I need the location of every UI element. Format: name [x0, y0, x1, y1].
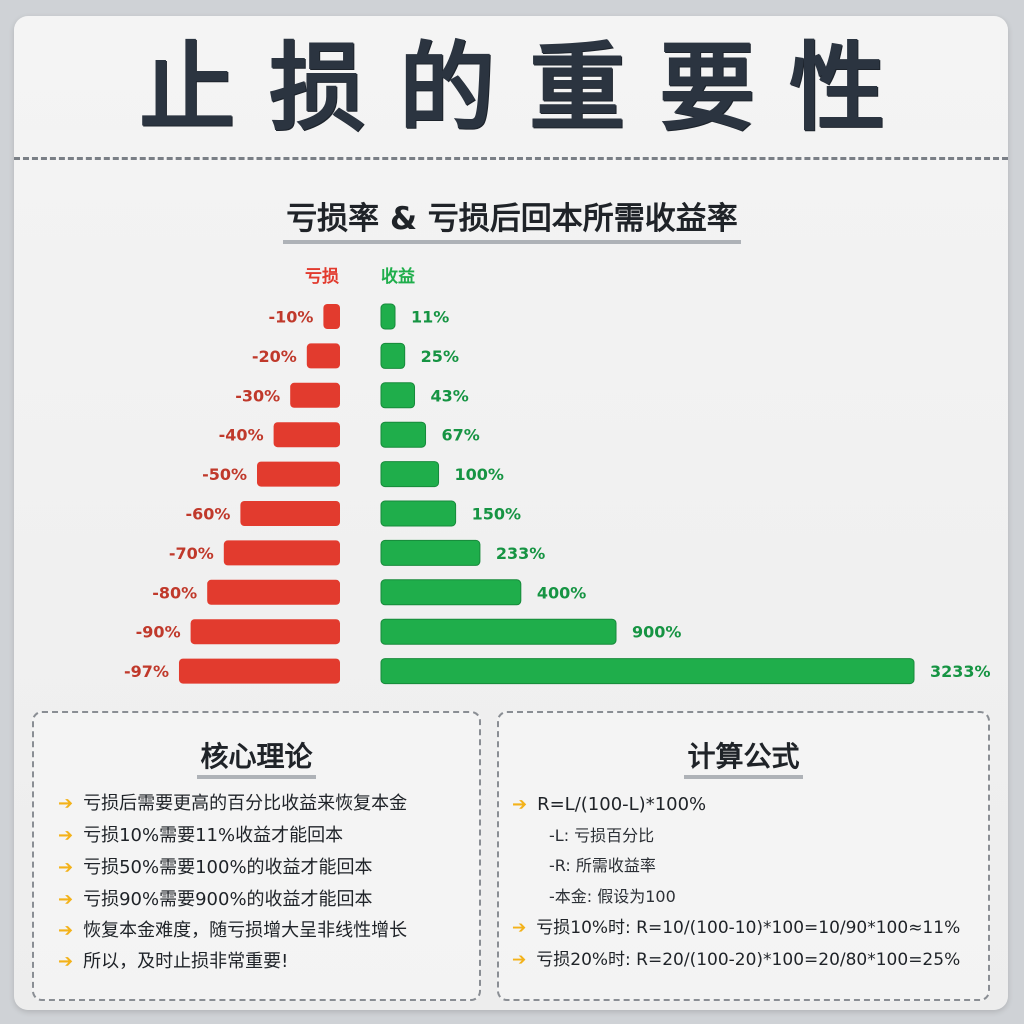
formula-box: 计算公式 [497, 711, 990, 1001]
loss-header: 亏损 [305, 266, 339, 287]
gain-label: 150% [472, 505, 521, 524]
gain-label: 11% [411, 308, 449, 327]
infographic-card [14, 16, 1008, 1010]
theory-title: 核心理论 [34, 735, 479, 779]
arrow-icon: ➔ [58, 951, 74, 972]
loss-label: -70% [169, 544, 214, 563]
arrow-icon: ➔ [58, 825, 74, 846]
loss-bar [240, 501, 340, 526]
loss-label: -60% [185, 505, 230, 524]
formula-example-text: 亏损10%时: R=10/(100-10)*100=10/90*100≈11% [536, 918, 961, 938]
theory-item-text: 亏损50%需要100%的收益才能回本 [83, 857, 373, 878]
loss-bar [257, 461, 340, 487]
theory-title-text: 核心理论 [197, 740, 316, 779]
theory-item-text: 恢复本金难度，随亏损增大呈非线性增长 [83, 920, 408, 941]
loss-label: -97% [124, 662, 169, 681]
loss-bar [306, 343, 340, 369]
loss-label: -30% [235, 386, 280, 405]
gain-label: 100% [455, 465, 504, 484]
arrow-icon: ➔ [58, 857, 74, 878]
loss-label: -40% [219, 426, 264, 445]
loss-bar [323, 304, 340, 329]
theory-item: ➔ 亏损90%需要900%的收益才能回本 [58, 888, 373, 912]
gain-bar [380, 461, 440, 488]
gain-bar [380, 421, 427, 448]
gain-bar [380, 303, 396, 330]
chart-title: 亏损率 & 亏损后回本所需收益率 [0, 197, 1024, 244]
theory-item-text: 亏损后需要更高的百分比收益来恢复本金 [83, 793, 408, 814]
loss-bar [178, 658, 340, 684]
formula-note: -R: 所需收益率 [549, 856, 656, 875]
loss-bar [207, 579, 340, 605]
loss-bar [190, 619, 340, 645]
formula-title-text: 计算公式 [684, 740, 803, 779]
formula-note: -L: 亏损百分比 [549, 826, 655, 845]
loss-label: -90% [136, 623, 181, 642]
arrow-icon: ➔ [58, 889, 74, 910]
loss-label: -10% [268, 308, 313, 327]
gain-label: 900% [632, 623, 681, 642]
gain-bar [380, 618, 617, 645]
theory-box: 核心理论 [32, 711, 481, 1001]
chart-title-text: 亏损率 & 亏损后回本所需收益率 [283, 201, 741, 244]
formula-note: -本金: 假设为100 [549, 887, 676, 906]
theory-item: ➔ 亏损50%需要100%的收益才能回本 [58, 856, 373, 880]
gain-bar [380, 579, 522, 606]
page-title: 止损的重要性 [139, 32, 919, 144]
formula-main: ➔ R=L/(100-L)*100% [512, 793, 706, 817]
theory-item-text: 亏损10%需要11%收益才能回本 [83, 825, 344, 846]
gain-bar [380, 382, 416, 409]
formula-example-text: 亏损20%时: R=20/(100-20)*100=20/80*100=25% [536, 950, 961, 970]
formula-main-text: R=L/(100-L)*100% [537, 794, 707, 815]
formula-example: ➔ 亏损10%时: R=10/(100-10)*100=10/90*100≈11% [512, 916, 960, 940]
arrow-icon: ➔ [58, 920, 74, 941]
gain-bar [380, 658, 915, 685]
theory-item: ➔ 恢复本金难度，随亏损增大呈非线性增长 [58, 919, 407, 943]
gain-label: 43% [431, 386, 469, 405]
loss-bar [273, 422, 340, 448]
title-divider [14, 157, 1008, 160]
formula-title: 计算公式 [499, 735, 988, 779]
gain-label: 25% [421, 347, 459, 366]
loss-bar [290, 382, 340, 408]
arrow-icon: ➔ [512, 950, 527, 970]
arrow-icon: ➔ [58, 793, 74, 814]
gain-header: 收益 [381, 266, 415, 287]
formula-example: ➔ 亏损20%时: R=20/(100-20)*100=20/80*100=25% [512, 948, 960, 972]
loss-bar [223, 540, 340, 566]
theory-item: ➔ 亏损10%需要11%收益才能回本 [58, 824, 343, 848]
gain-label: 3233% [930, 662, 991, 681]
loss-label: -80% [152, 583, 197, 602]
arrow-icon: ➔ [512, 794, 528, 815]
theory-item: ➔ 所以，及时止损非常重要! [58, 950, 288, 974]
gain-label: 233% [496, 544, 545, 563]
gain-bar [380, 342, 406, 369]
arrow-icon: ➔ [512, 918, 527, 938]
gain-bar [380, 500, 457, 527]
loss-gain-chart: 亏损 收益 -10% 11% -20% 25% -30% 43% -40% 67% -50% 100%… [124, 266, 991, 685]
gain-bar [380, 539, 481, 566]
gain-label: 400% [537, 583, 586, 602]
loss-label: -50% [202, 465, 247, 484]
gain-label: 67% [442, 426, 480, 445]
theory-item: ➔ 亏损后需要更高的百分比收益来恢复本金 [58, 792, 407, 816]
loss-label: -20% [252, 347, 297, 366]
theory-item-text: 所以，及时止损非常重要! [83, 951, 289, 972]
theory-item-text: 亏损90%需要900%的收益才能回本 [83, 889, 373, 910]
